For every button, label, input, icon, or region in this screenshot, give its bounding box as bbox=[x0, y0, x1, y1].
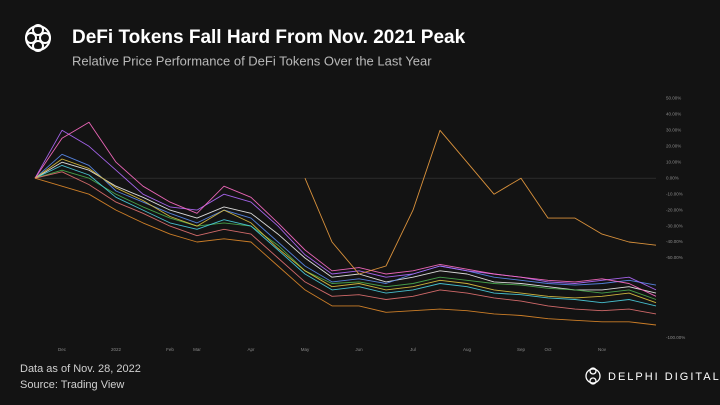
y-tick-label: -40.00% bbox=[666, 239, 683, 244]
series-line bbox=[34, 153, 657, 286]
x-tick-label: Feb bbox=[166, 347, 174, 352]
x-tick-label: Oct bbox=[544, 347, 552, 352]
x-tick-label: 2022 bbox=[111, 347, 122, 352]
series-line bbox=[34, 161, 657, 294]
y-tick-label: 40.00% bbox=[666, 112, 681, 117]
x-tick-label: Nov bbox=[598, 347, 607, 352]
chart-subtitle: Relative Price Performance of DeFi Token… bbox=[72, 53, 432, 68]
y-tick-label: 10.00% bbox=[666, 159, 681, 164]
series-line bbox=[34, 121, 657, 297]
brand-icon bbox=[585, 367, 601, 385]
x-tick-label: Jul bbox=[410, 347, 416, 352]
series-line bbox=[34, 169, 657, 300]
y-tick-label: -100.00% bbox=[666, 335, 685, 340]
y-tick-label: 0.00% bbox=[666, 175, 679, 180]
x-tick-label: May bbox=[301, 347, 310, 352]
x-tick-label: Aug bbox=[463, 347, 472, 352]
x-tick-label: Sep bbox=[517, 347, 526, 352]
data-note: Data as of Nov. 28, 2022 bbox=[20, 363, 141, 375]
y-tick-label: -50.00% bbox=[666, 255, 683, 260]
series-line bbox=[34, 164, 657, 307]
x-tick-label: Dec bbox=[58, 347, 67, 352]
y-tick-label: 30.00% bbox=[666, 127, 681, 132]
series-line bbox=[34, 129, 657, 291]
y-tick-label: 20.00% bbox=[666, 143, 681, 148]
x-tick-label: Jun bbox=[355, 347, 363, 352]
series-line bbox=[34, 171, 657, 315]
series-line bbox=[34, 158, 657, 304]
logo-icon bbox=[25, 24, 51, 52]
x-tick-label: Mar bbox=[193, 347, 201, 352]
y-tick-label: -30.00% bbox=[666, 223, 683, 228]
series-line bbox=[34, 177, 657, 326]
y-tick-label: -20.00% bbox=[666, 207, 683, 212]
y-tick-label: 50.00% bbox=[666, 96, 681, 101]
y-tick-label: -10.00% bbox=[666, 191, 683, 196]
x-tick-label: Apr bbox=[247, 347, 255, 352]
series-line bbox=[304, 129, 657, 275]
source-note: Source: Trading View bbox=[20, 379, 124, 391]
chart-title: DeFi Tokens Fall Hard From Nov. 2021 Pea… bbox=[72, 27, 466, 48]
brand-name: DELPHI DIGITAL bbox=[608, 371, 720, 383]
